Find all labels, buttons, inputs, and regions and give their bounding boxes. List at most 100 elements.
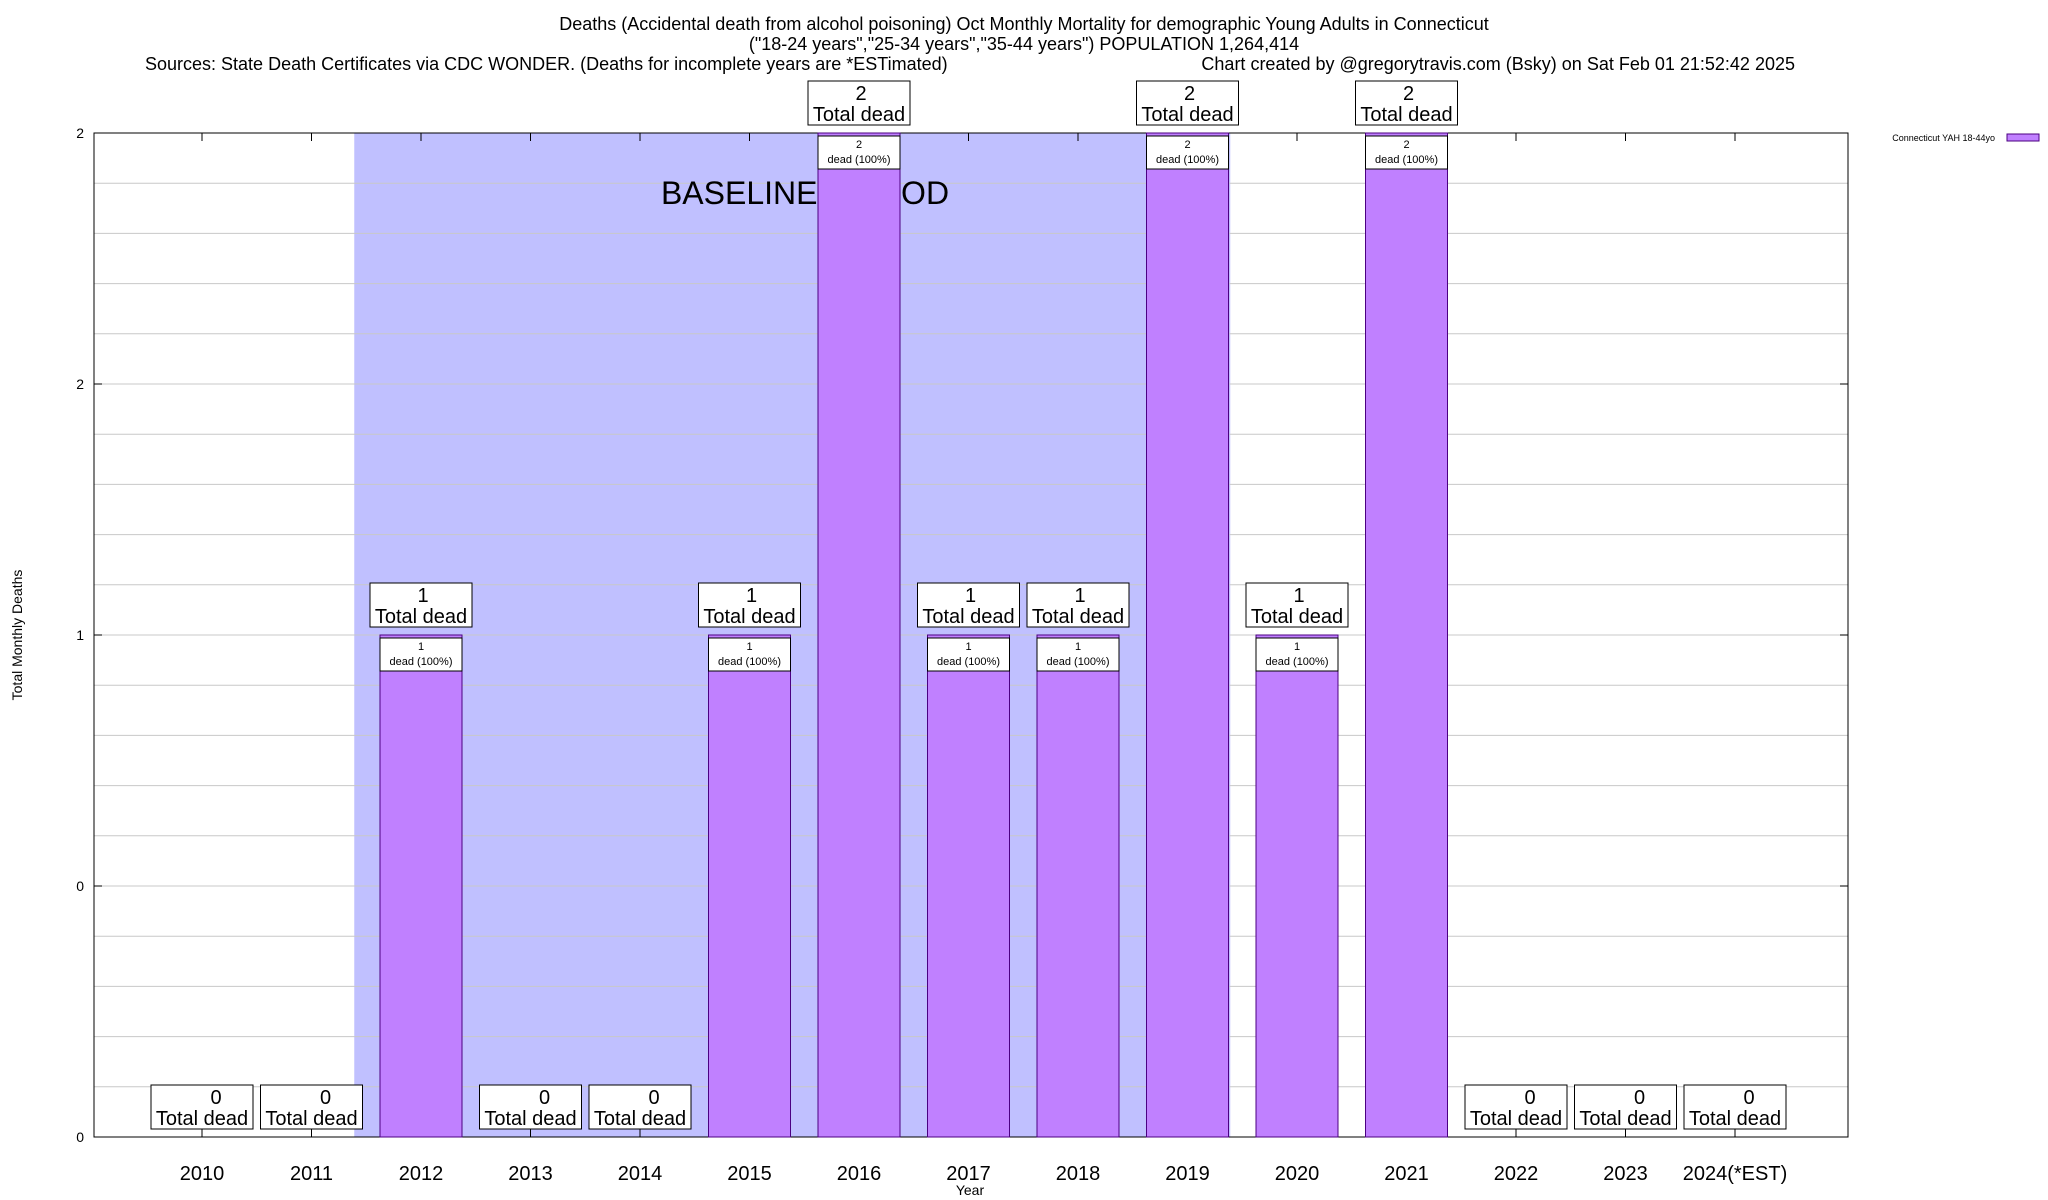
total-count-label: 0: [648, 1087, 659, 1109]
total-label-box: [1355, 80, 1458, 126]
x-tick-label: 2016: [837, 1163, 882, 1185]
total-count-label: 0: [210, 1087, 221, 1109]
total-label-box: [807, 80, 911, 126]
x-tick-label: 2021: [1384, 1163, 1429, 1185]
bar-count-label: 1: [965, 641, 971, 653]
bar-count-label: 2: [1184, 139, 1190, 151]
total-text-label: Total dead: [594, 1108, 686, 1130]
chart-credit-note: Chart created by @gregorytravis.com (Bsk…: [1201, 54, 1795, 74]
x-tick-label: 2015: [727, 1163, 772, 1185]
baseline-period-label: BASELINE PERIOD: [661, 175, 949, 211]
total-label-box: [1574, 1084, 1677, 1130]
total-count-label: 2: [1403, 83, 1414, 105]
bar-label-box: [1146, 135, 1229, 170]
y-tick-label: 1: [76, 627, 84, 643]
total-count-label: 1: [746, 585, 757, 607]
x-tick-label: 2023: [1603, 1163, 1648, 1185]
total-text-label: Total dead: [484, 1108, 576, 1130]
total-label-box: [369, 582, 473, 628]
bar: [708, 634, 791, 1138]
total-text-label: Total dead: [1579, 1108, 1671, 1130]
x-tick-label: 2010: [180, 1163, 225, 1185]
chart-source-note: Sources: State Death Certificates via CD…: [145, 54, 948, 74]
bar-percent-label: dead (100%): [937, 656, 1000, 668]
y-tick-label: 0: [76, 1129, 84, 1145]
y-tick-label: 2: [76, 125, 84, 141]
x-tick-label: 2024(*EST): [1683, 1163, 1788, 1185]
y-tick-label: 2: [76, 376, 84, 392]
total-label-box: [479, 1084, 582, 1130]
total-text-label: Total dead: [265, 1108, 357, 1130]
total-label-box: [150, 1084, 254, 1130]
legend-label: Connecticut YAH 18-44yo: [1892, 133, 1995, 143]
bar-percent-label: dead (100%): [718, 656, 781, 668]
bar-percent-label: dead (100%): [390, 656, 453, 668]
bar: [1365, 132, 1448, 1138]
x-axis-label: Year: [956, 1182, 985, 1198]
total-count-label: 0: [320, 1087, 331, 1109]
y-tick-label: 0: [76, 878, 84, 894]
total-count-label: 2: [855, 83, 866, 105]
legend: Connecticut YAH 18-44yo: [1892, 133, 2040, 143]
x-tick-label: 2020: [1275, 1163, 1320, 1185]
bar-percent-label: dead (100%): [828, 154, 891, 166]
x-tick-label: 2019: [1165, 1163, 1210, 1185]
total-label-box: [1245, 582, 1349, 628]
total-label-box: [917, 582, 1020, 628]
total-label-box: [1683, 1084, 1787, 1130]
bar-percent-label: dead (100%): [1047, 656, 1110, 668]
bar: [1146, 132, 1229, 1138]
bar-label-box: [927, 637, 1010, 672]
bar-percent-label: dead (100%): [1266, 656, 1329, 668]
y-axis-label: Total Monthly Deaths: [9, 570, 25, 701]
bar-label-box: [379, 637, 463, 672]
total-count-label: 2: [1184, 83, 1195, 105]
total-count-label: 0: [1524, 1087, 1535, 1109]
total-label-box: [698, 582, 801, 628]
total-text-label: Total dead: [1032, 606, 1124, 628]
bar: [927, 634, 1010, 1138]
x-tick-label: 2013: [508, 1163, 553, 1185]
chart-subtitle: ("18-24 years","25-34 years","35-44 year…: [749, 34, 1299, 54]
bar-label-box: [1255, 637, 1339, 672]
bar: [379, 634, 463, 1138]
total-label-box: [1136, 80, 1239, 126]
bar-count-label: 2: [1403, 139, 1409, 151]
legend-swatch: [2006, 133, 2040, 142]
chart-title: Deaths (Accidental death from alcohol po…: [559, 14, 1489, 34]
total-text-label: Total dead: [813, 104, 905, 126]
bar: [817, 132, 901, 1138]
x-tick-label: 2018: [1056, 1163, 1101, 1185]
x-tick-label: 2014: [618, 1163, 663, 1185]
bar-count-label: 1: [1294, 641, 1300, 653]
total-count-label: 1: [965, 585, 976, 607]
total-text-label: Total dead: [156, 1108, 248, 1130]
x-tick-label: 2017: [946, 1163, 991, 1185]
bar-percent-label: dead (100%): [1156, 154, 1219, 166]
bar-label-box: [1365, 135, 1448, 170]
total-count-label: 0: [539, 1087, 550, 1109]
total-text-label: Total dead: [1141, 104, 1233, 126]
bar-percent-label: dead (100%): [1375, 154, 1438, 166]
total-label-box: [1026, 582, 1130, 628]
bar-count-label: 1: [1075, 641, 1081, 653]
total-label-box: [1464, 1084, 1568, 1130]
total-count-label: 1: [1293, 585, 1304, 607]
total-text-label: Total dead: [922, 606, 1014, 628]
total-text-label: Total dead: [1689, 1108, 1781, 1130]
total-text-label: Total dead: [703, 606, 795, 628]
bar: [1255, 634, 1339, 1138]
total-label-box: [588, 1084, 692, 1130]
bar-count-label: 2: [856, 139, 862, 151]
total-text-label: Total dead: [1470, 1108, 1562, 1130]
bar-label-box: [708, 637, 791, 672]
total-count-label: 1: [417, 585, 428, 607]
total-text-label: Total dead: [1251, 606, 1343, 628]
bar-label-box: [817, 135, 901, 170]
bar: [1036, 634, 1120, 1138]
bar-count-label: 1: [746, 641, 752, 653]
x-tick-label: 2012: [399, 1163, 444, 1185]
bar-count-label: 1: [418, 641, 424, 653]
